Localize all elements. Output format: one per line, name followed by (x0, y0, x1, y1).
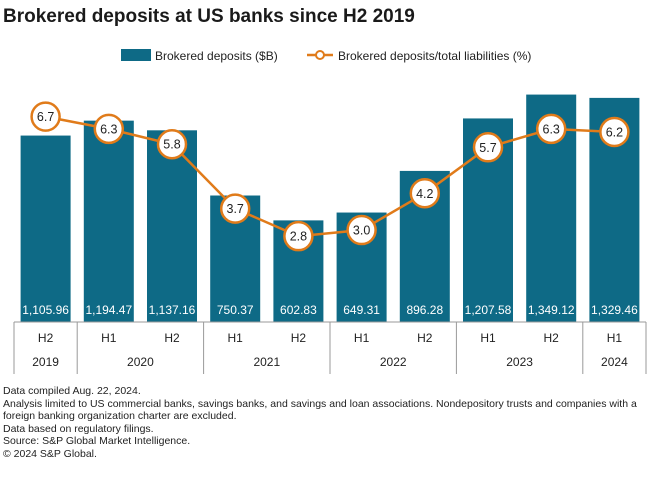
ratio-value-label: 2.8 (290, 230, 307, 244)
bar-value-label: 1,105.96 (22, 303, 69, 317)
year-label: 2019 (32, 355, 59, 369)
ratio-value-label: 4.2 (416, 187, 433, 201)
bar (20, 135, 71, 322)
bar-value-label: 1,329.46 (591, 303, 638, 317)
x-tick-label: H2 (164, 331, 180, 345)
note-copyright: © 2024 S&P Global. (3, 447, 97, 460)
ratio-marker (93, 113, 125, 145)
ratio-value-label: 6.7 (37, 110, 54, 124)
bar (83, 120, 134, 322)
year-label: 2020 (127, 355, 154, 369)
bar-value-label: 602.83 (280, 303, 317, 317)
ratio-value-label: 6.3 (543, 122, 560, 136)
x-tick-label: H1 (228, 331, 244, 345)
legend-line-label: Brokered deposits/total liabilities (%) (338, 49, 531, 63)
bar-value-label: 1,349.12 (528, 303, 575, 317)
bar-value-label: 1,194.47 (85, 303, 132, 317)
bar-value-label: 1,137.16 (149, 303, 196, 317)
legend-line-marker (315, 50, 325, 60)
chart-title: Brokered deposits at US banks since H2 2… (3, 6, 415, 27)
ratio-value-label: 3.0 (353, 224, 370, 238)
x-tick-label: H2 (291, 331, 307, 345)
ratio-marker (156, 128, 188, 160)
ratio-marker (535, 113, 567, 145)
year-label: 2022 (380, 355, 407, 369)
year-label: 2024 (601, 355, 628, 369)
x-tick-label: H2 (38, 331, 54, 345)
ratio-value-label: 6.2 (606, 125, 623, 139)
legend-bar-swatch (121, 49, 151, 61)
ratio-marker (346, 214, 377, 246)
note-scope: Analysis limited to US commercial banks,… (3, 397, 637, 423)
ratio-value-label: 3.7 (227, 202, 244, 216)
note-source: Source: S&P Global Market Intelligence. (3, 435, 191, 447)
combo-chart: Brokered deposits ($B) Brokered deposits… (13, 49, 647, 374)
x-tick-label: H1 (354, 331, 370, 345)
footnotes: Data compiled Aug. 22, 2024. Analysis li… (3, 385, 658, 460)
ratio-line (45, 115, 615, 238)
bar-value-label: 750.37 (217, 303, 254, 317)
ratio-marker (472, 132, 504, 163)
ratio-marker (599, 116, 630, 148)
note-compiled: Data compiled Aug. 22, 2024. (3, 385, 141, 397)
bar-value-label: 1,207.58 (465, 303, 512, 317)
year-label: 2023 (506, 355, 533, 369)
ratio-value-label: 6.3 (100, 122, 117, 136)
x-tick-label: H2 (544, 331, 560, 345)
note-basis: Data based on regulatory filings. (3, 422, 154, 435)
ratio-marker (283, 220, 314, 252)
bar-value-label: 649.31 (343, 303, 380, 317)
ratio-marker (219, 193, 251, 224)
x-tick-label: H1 (480, 331, 496, 345)
legend: Brokered deposits ($B) Brokered deposits… (121, 49, 531, 63)
bar-value-label: 896.28 (406, 303, 443, 317)
ratio-marker (409, 178, 441, 209)
x-tick-label: H2 (417, 331, 433, 345)
year-label: 2021 (253, 355, 280, 369)
x-tick-label: H1 (607, 331, 623, 345)
legend-bars-label: Brokered deposits ($B) (155, 49, 278, 63)
ratio-value-label: 5.7 (479, 141, 496, 155)
x-tick-label: H1 (101, 331, 117, 345)
ratio-marker (30, 101, 61, 132)
ratio-value-label: 5.8 (163, 138, 180, 152)
